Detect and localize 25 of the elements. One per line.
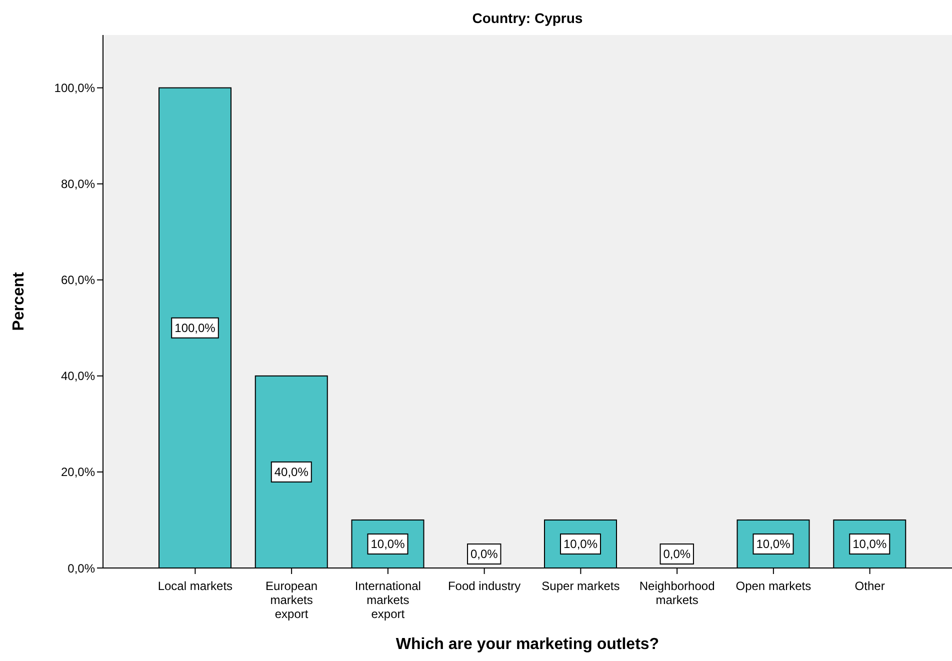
y-tick-label: 20,0%	[60, 465, 96, 480]
data-label: 40,0%	[274, 464, 309, 479]
x-axis-title: Which are your marketing outlets?	[396, 636, 660, 653]
chart-title: Country: Cyprus	[471, 10, 584, 26]
x-tick-label: European markets export	[266, 579, 318, 621]
y-tick-label: 80,0%	[60, 177, 96, 192]
y-tick-label: 40,0%	[60, 369, 96, 384]
data-label: 10,0%	[756, 536, 791, 551]
data-label: 10,0%	[563, 536, 598, 551]
data-label: 10,0%	[370, 536, 406, 551]
x-tick-label: Super markets	[542, 579, 620, 593]
x-tick-label: Other	[854, 579, 885, 593]
data-label: 0,0%	[470, 547, 498, 561]
y-tick-label: 100,0%	[54, 81, 96, 96]
y-tick-label: 60,0%	[60, 273, 96, 288]
data-label: 0,0%	[663, 547, 691, 561]
data-label: 100,0%	[174, 320, 216, 335]
data-label: 10,0%	[852, 536, 887, 551]
y-tick-label: 0,0%	[68, 561, 96, 576]
x-tick-label: Food industry	[448, 579, 521, 593]
x-tick-label: Local markets	[158, 579, 233, 593]
x-tick-label: Neighborhood markets	[639, 579, 715, 607]
y-axis-title: Percent	[10, 271, 28, 331]
x-tick-label: International markets export	[354, 579, 421, 621]
x-tick-label: Open markets	[736, 579, 812, 593]
